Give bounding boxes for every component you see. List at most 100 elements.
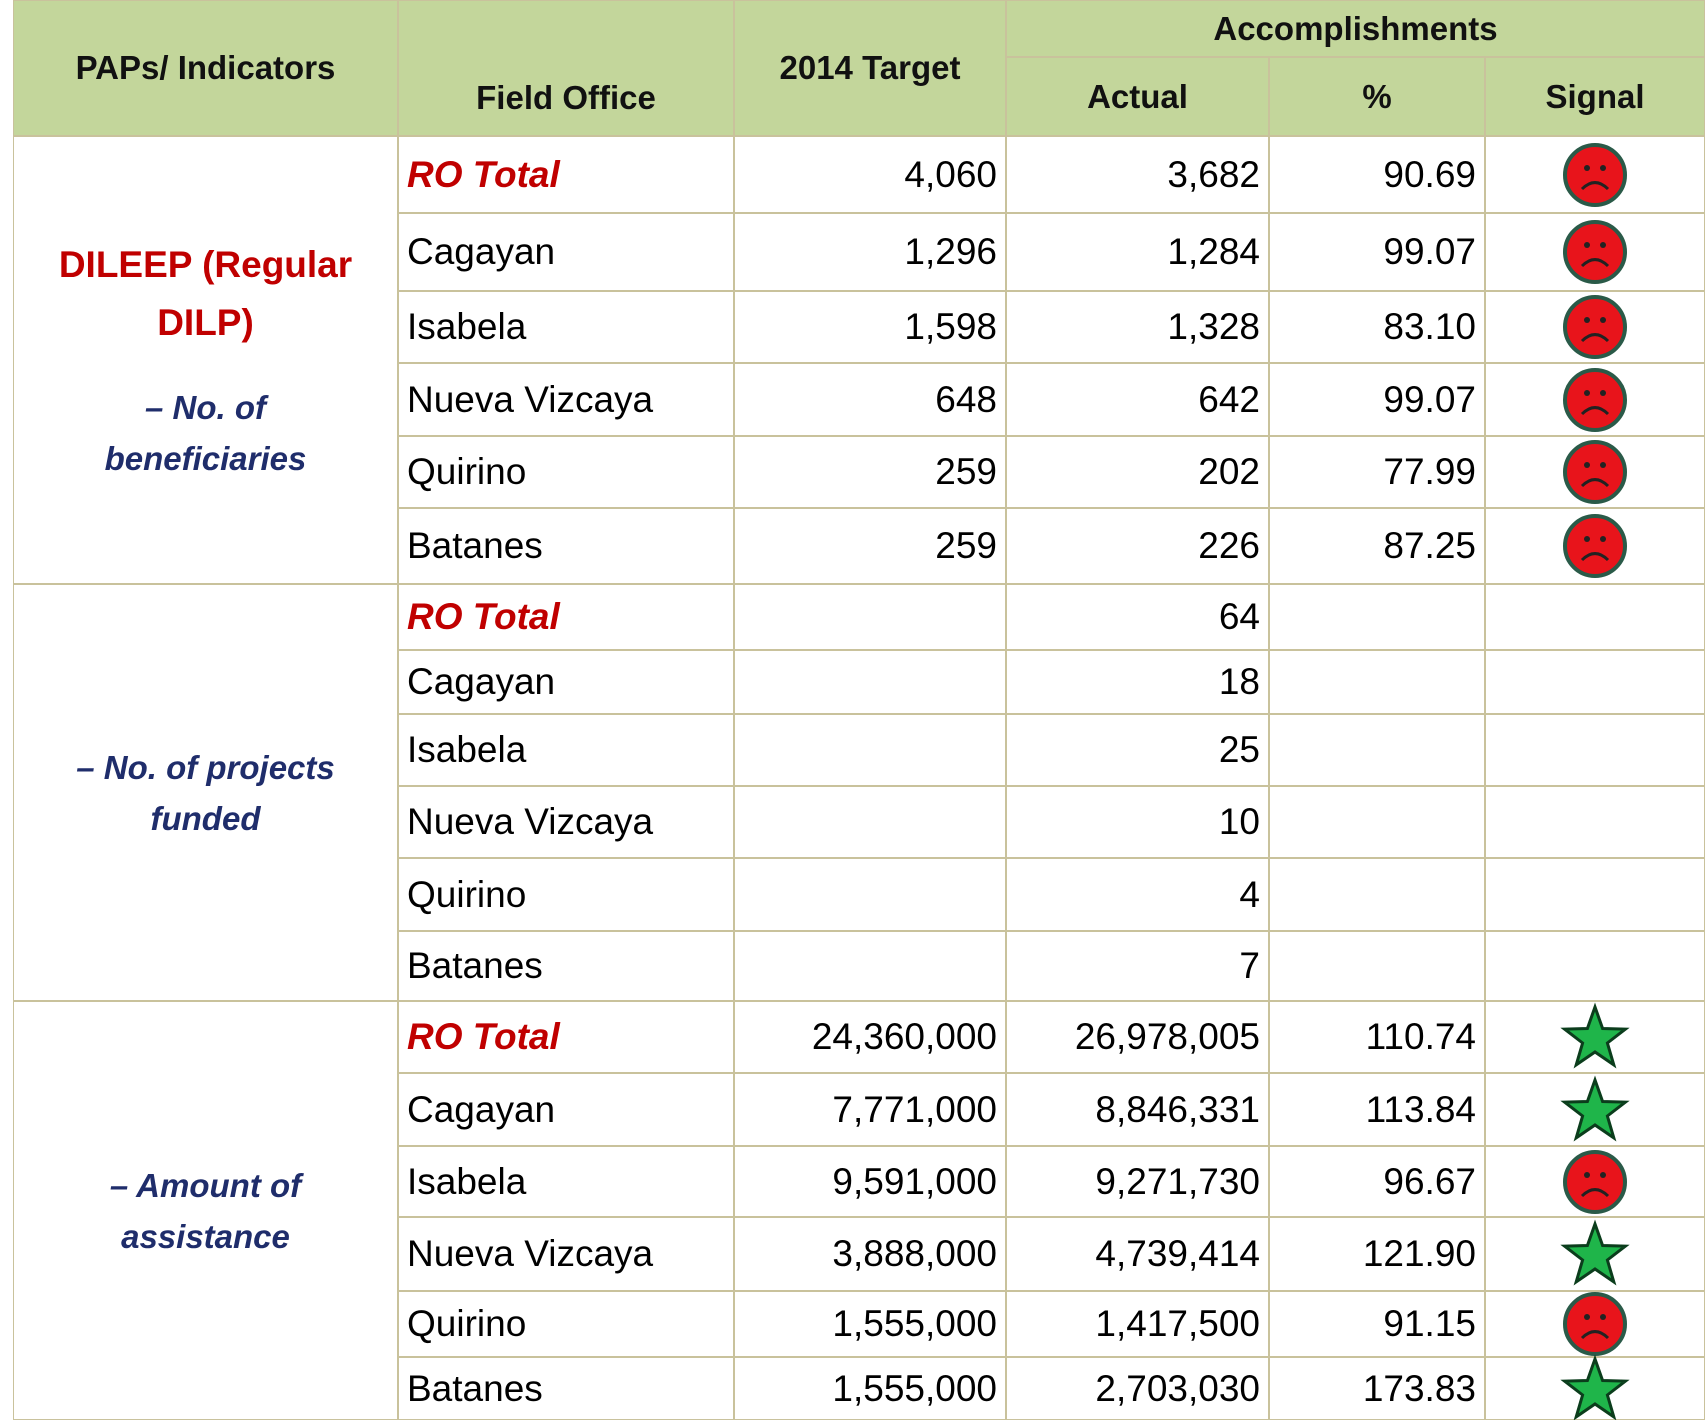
field-office-cell: RO Total <box>398 136 734 213</box>
field-office-text: Quirino <box>407 1303 527 1344</box>
percent-cell: 96.67 <box>1269 1146 1485 1217</box>
percent-cell <box>1269 584 1485 650</box>
signal-cell <box>1485 213 1705 291</box>
signal-cell <box>1485 1001 1705 1073</box>
actual-text: 26,978,005 <box>1074 1016 1260 1057</box>
signal-cell <box>1485 1217 1705 1291</box>
target-cell <box>734 931 1006 1001</box>
actual-text: 9,271,730 <box>1095 1160 1260 1202</box>
percent-cell: 110.74 <box>1269 1001 1485 1073</box>
field-office-cell: Batanes <box>398 508 734 584</box>
percent-cell <box>1269 714 1485 786</box>
actual-text: 642 <box>1198 378 1260 420</box>
target-text: 648 <box>935 378 997 420</box>
target-text: 1,555,000 <box>832 1367 997 1409</box>
header-target: 2014 Target <box>734 0 1006 136</box>
target-cell <box>734 714 1006 786</box>
sad-face-icon <box>1563 440 1627 504</box>
actual-cell: 26,978,005 <box>1006 1001 1269 1073</box>
star-icon <box>1560 1002 1630 1069</box>
signal-cell <box>1485 1073 1705 1146</box>
target-cell <box>734 786 1006 858</box>
target-text: 1,555,000 <box>832 1303 997 1344</box>
signal-cell <box>1485 136 1705 213</box>
percent-text: 87.25 <box>1383 525 1476 566</box>
signal-cell <box>1485 584 1705 650</box>
target-cell: 1,296 <box>734 213 1006 291</box>
percent-cell <box>1269 931 1485 1001</box>
field-office-cell: Batanes <box>398 1357 734 1420</box>
actual-text: 25 <box>1218 729 1260 770</box>
actual-cell: 3,682 <box>1006 136 1269 213</box>
percent-text: 83.10 <box>1383 306 1476 347</box>
header-field-office: Field Office <box>398 0 734 136</box>
sad-face-icon <box>1563 1149 1627 1214</box>
indicator-subtitle: – No. of beneficiaries <box>104 389 307 477</box>
percent-text: 173.83 <box>1362 1367 1476 1409</box>
actual-text: 64 <box>1218 596 1260 637</box>
field-office-cell: Isabela <box>398 714 734 786</box>
percent-text: 77.99 <box>1383 451 1476 492</box>
signal-cell <box>1485 508 1705 584</box>
star-icon <box>1560 1074 1630 1142</box>
target-text: 1,598 <box>904 306 997 347</box>
percent-cell: 91.15 <box>1269 1291 1485 1357</box>
header-signal: Signal <box>1485 57 1705 136</box>
target-cell: 7,771,000 <box>734 1073 1006 1146</box>
actual-text: 8,846,331 <box>1095 1088 1260 1130</box>
actual-cell: 1,284 <box>1006 213 1269 291</box>
sad-face-icon <box>1563 220 1627 284</box>
header-percent: % <box>1269 57 1485 136</box>
target-text: 3,888,000 <box>832 1233 997 1274</box>
target-cell: 259 <box>734 508 1006 584</box>
actual-text: 226 <box>1198 525 1260 566</box>
indicator-cell: – No. of projects funded <box>13 584 398 1001</box>
target-text: 24,360,000 <box>811 1016 997 1057</box>
signal-cell <box>1485 291 1705 363</box>
target-cell <box>734 858 1006 931</box>
actual-text: 4 <box>1239 873 1260 915</box>
star-icon <box>1560 1219 1630 1286</box>
field-office-cell: RO Total <box>398 584 734 650</box>
target-text: 259 <box>935 525 997 566</box>
target-cell <box>734 584 1006 650</box>
actual-cell: 9,271,730 <box>1006 1146 1269 1217</box>
target-cell: 259 <box>734 436 1006 508</box>
target-cell: 4,060 <box>734 136 1006 213</box>
star-icon <box>1560 1353 1630 1420</box>
field-office-text: Isabela <box>407 306 527 347</box>
actual-cell: 202 <box>1006 436 1269 508</box>
actual-cell: 4,739,414 <box>1006 1217 1269 1291</box>
percent-text: 91.15 <box>1383 1303 1476 1344</box>
target-cell: 1,555,000 <box>734 1357 1006 1420</box>
field-office-cell: Isabela <box>398 1146 734 1217</box>
target-text: 7,771,000 <box>832 1088 997 1130</box>
percent-text: 96.67 <box>1383 1160 1476 1202</box>
field-office-text: Cagayan <box>407 661 556 702</box>
actual-text: 10 <box>1218 801 1260 842</box>
signal-cell <box>1485 714 1705 786</box>
sad-face-icon <box>1563 1292 1627 1356</box>
field-office-cell: Isabela <box>398 291 734 363</box>
header-paps: PAPs/ Indicators <box>13 0 398 136</box>
field-office-cell: Nueva Vizcaya <box>398 363 734 436</box>
field-office-cell: Cagayan <box>398 1073 734 1146</box>
target-cell: 3,888,000 <box>734 1217 1006 1291</box>
field-office-cell: Quirino <box>398 436 734 508</box>
field-office-cell: Quirino <box>398 858 734 931</box>
sad-face-icon <box>1563 295 1627 359</box>
field-office-text: Cagayan <box>407 231 556 272</box>
actual-text: 1,417,500 <box>1095 1303 1260 1344</box>
field-office-cell: Batanes <box>398 931 734 1001</box>
field-office-text: RO Total <box>407 153 560 195</box>
percent-cell: 99.07 <box>1269 213 1485 291</box>
percent-cell: 83.10 <box>1269 291 1485 363</box>
actual-cell: 18 <box>1006 650 1269 714</box>
field-office-text: Quirino <box>407 873 527 915</box>
signal-cell <box>1485 436 1705 508</box>
actual-text: 2,703,030 <box>1095 1367 1260 1409</box>
signal-cell <box>1485 650 1705 714</box>
signal-cell <box>1485 363 1705 436</box>
signal-cell <box>1485 1353 1705 1420</box>
actual-cell: 1,417,500 <box>1006 1291 1269 1357</box>
